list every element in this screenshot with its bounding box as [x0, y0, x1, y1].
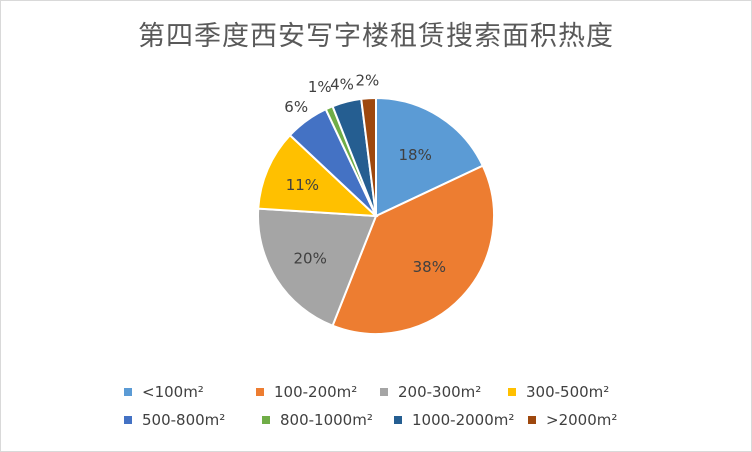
legend-label: 200-300m² — [398, 383, 482, 401]
data-label-5: 6% — [284, 98, 308, 116]
pie-slice-4 — [257, 133, 379, 218]
legend-swatch — [124, 416, 132, 424]
legend-swatch — [256, 388, 264, 396]
data-label-6: 1% — [308, 78, 332, 96]
legend-label: 800-1000m² — [280, 411, 373, 429]
data-label-2: 38% — [413, 258, 446, 276]
legend-row: 500-800m² 800-1000m² 1000-2000m² >2000m² — [124, 406, 644, 434]
pie-slice-8 — [360, 96, 377, 217]
legend-label: 1000-2000m² — [412, 411, 515, 429]
legend: <100m² 100-200m² 200-300m² 300-500m² 500-80… — [124, 378, 644, 434]
pie-slice-1 — [375, 96, 485, 218]
pie-slice-3 — [257, 207, 378, 328]
data-label-3: 20% — [294, 250, 327, 268]
legend-item-4: 300-500m² — [508, 383, 618, 401]
legend-label: >2000m² — [546, 411, 618, 429]
legend-item-7: 1000-2000m² — [394, 411, 528, 429]
legend-row: <100m² 100-200m² 200-300m² 300-500m² — [124, 378, 644, 406]
legend-swatch — [124, 388, 132, 396]
legend-swatch — [262, 416, 270, 424]
legend-label: 300-500m² — [526, 383, 610, 401]
legend-swatch — [508, 388, 516, 396]
legend-swatch — [380, 388, 388, 396]
legend-label: 500-800m² — [142, 411, 226, 429]
pie-slice-2 — [331, 164, 495, 335]
legend-label: <100m² — [142, 383, 204, 401]
chart-title: 第四季度西安写字楼租赁搜索面积热度 — [138, 21, 614, 52]
data-label-4: 11% — [286, 176, 319, 194]
data-label-1: 18% — [399, 146, 432, 164]
legend-item-3: 200-300m² — [380, 383, 508, 401]
legend-item-8: >2000m² — [528, 411, 628, 429]
legend-item-5: 500-800m² — [124, 411, 262, 429]
legend-item-1: <100m² — [124, 383, 256, 401]
legend-label: 100-200m² — [274, 383, 358, 401]
data-label-7: 4% — [330, 75, 354, 93]
legend-item-2: 100-200m² — [256, 383, 380, 401]
data-label-8: 2% — [356, 71, 380, 89]
legend-swatch — [394, 416, 402, 424]
legend-item-6: 800-1000m² — [262, 411, 394, 429]
legend-swatch — [528, 416, 536, 424]
